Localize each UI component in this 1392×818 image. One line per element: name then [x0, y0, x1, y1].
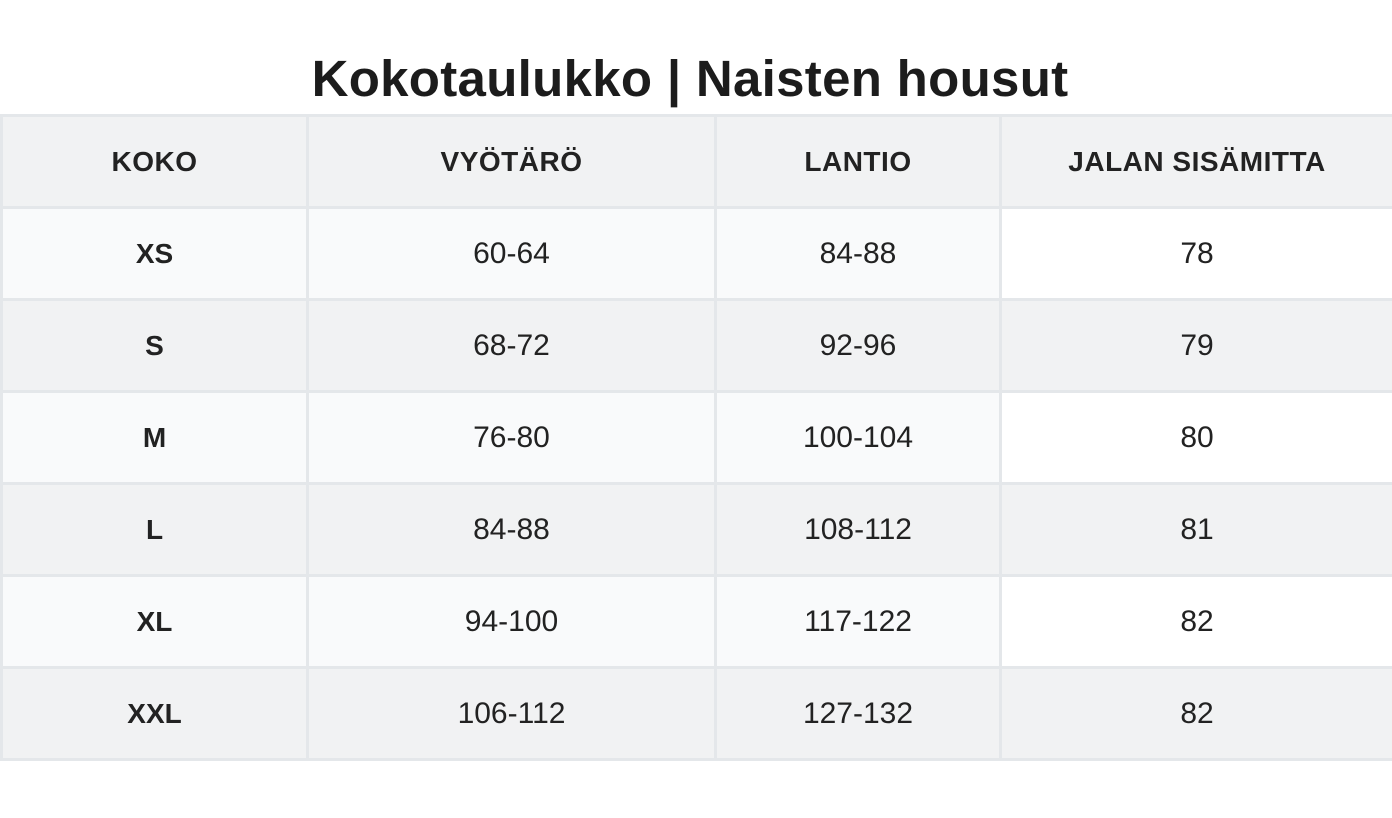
cell-size: XS — [0, 206, 309, 301]
cell-waist: 76-80 — [306, 390, 717, 485]
table-row: S 68-72 92-96 79 — [0, 298, 1392, 393]
cell-inseam: 81 — [999, 482, 1392, 577]
cell-size: M — [0, 390, 309, 485]
page-title: Kokotaulukko | Naisten housut — [311, 50, 1069, 108]
cell-waist: 60-64 — [306, 206, 717, 301]
cell-waist: 94-100 — [306, 574, 717, 669]
cell-inseam: 79 — [999, 298, 1392, 393]
header-waist: VYÖTÄRÖ — [306, 114, 717, 209]
cell-size: S — [0, 298, 309, 393]
table-row: XXL 106-112 127-132 82 — [0, 666, 1392, 761]
size-chart-table: KOKO VYÖTÄRÖ LANTIO JALAN SISÄMITTA XS 6… — [0, 114, 1392, 761]
cell-inseam: 82 — [999, 666, 1392, 761]
cell-waist: 84-88 — [306, 482, 717, 577]
header-size: KOKO — [0, 114, 309, 209]
cell-hip: 84-88 — [714, 206, 1002, 301]
table-header-row: KOKO VYÖTÄRÖ LANTIO JALAN SISÄMITTA — [0, 114, 1392, 209]
cell-hip: 127-132 — [714, 666, 1002, 761]
cell-size: XXL — [0, 666, 309, 761]
cell-hip: 117-122 — [714, 574, 1002, 669]
cell-hip: 92-96 — [714, 298, 1002, 393]
cell-hip: 108-112 — [714, 482, 1002, 577]
cell-inseam: 78 — [999, 206, 1392, 301]
cell-inseam: 82 — [999, 574, 1392, 669]
table-row: XS 60-64 84-88 78 — [0, 206, 1392, 301]
table-row: XL 94-100 117-122 82 — [0, 574, 1392, 669]
cell-size: XL — [0, 574, 309, 669]
cell-waist: 68-72 — [306, 298, 717, 393]
header-hip: LANTIO — [714, 114, 1002, 209]
table-row: M 76-80 100-104 80 — [0, 390, 1392, 485]
header-inseam: JALAN SISÄMITTA — [999, 114, 1392, 209]
cell-hip: 100-104 — [714, 390, 1002, 485]
cell-waist: 106-112 — [306, 666, 717, 761]
cell-size: L — [0, 482, 309, 577]
table-row: L 84-88 108-112 81 — [0, 482, 1392, 577]
cell-inseam: 80 — [999, 390, 1392, 485]
